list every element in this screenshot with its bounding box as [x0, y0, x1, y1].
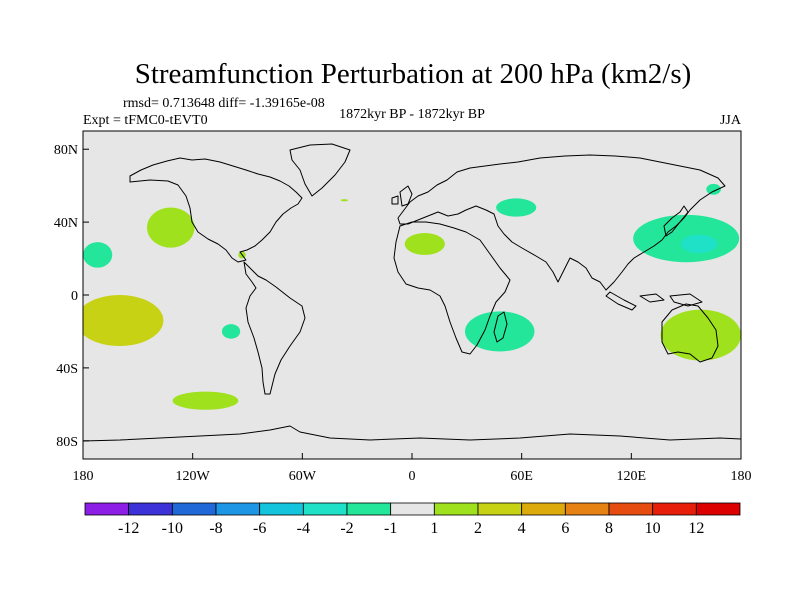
- x-tick-label: 120E: [617, 469, 647, 484]
- contour-region-central-asia-negative: [496, 198, 537, 217]
- y-tick-label: 80S: [56, 435, 78, 450]
- coastline-indonesia: [605, 291, 703, 311]
- stats-label: rmsd= 0.713648 diff= -1.39165e-08: [123, 96, 325, 111]
- x-tick-label: 180: [731, 469, 752, 484]
- colorbar-swatch: [302, 502, 348, 516]
- colorbar-label: 12: [688, 520, 704, 537]
- colorbar-label: -4: [297, 520, 310, 537]
- colorbar-swatch: [215, 502, 261, 516]
- contour-region-north-pacific-west-core: [680, 234, 718, 254]
- y-tick-label: 40N: [54, 216, 78, 231]
- contour-region-east-pacific-south-negative: [221, 324, 241, 339]
- colorbar-swatch: [84, 502, 130, 516]
- colorbar-label: -12: [118, 520, 139, 537]
- colorbar-swatch: [695, 502, 741, 516]
- season-label: JJA: [720, 113, 742, 128]
- coastline-australia: [661, 303, 719, 363]
- coastlines: [83, 143, 741, 442]
- colorbar-label: 10: [645, 520, 661, 537]
- map-background: [83, 131, 741, 459]
- colorbar-swatch: [259, 502, 304, 516]
- map-plot-area: [83, 131, 741, 459]
- coastline-japan: [663, 205, 689, 237]
- y-tick-label: 40S: [56, 362, 78, 377]
- y-axis: 80N 40N 0 40S 80S: [54, 143, 89, 450]
- coastline-africa: [393, 221, 511, 355]
- coastline-british-isles: [391, 185, 413, 207]
- colorbar-label: 8: [605, 520, 613, 537]
- x-tick-label: 60W: [289, 469, 317, 484]
- coastline-antarctica: [83, 425, 741, 442]
- colorbar-label: 6: [561, 520, 569, 537]
- y-tick-label: 0: [71, 289, 78, 304]
- colorbar-label: -6: [253, 520, 266, 537]
- contour-region-north-atlantic-positive: [340, 199, 349, 202]
- colorbar-swatch: [433, 502, 479, 516]
- colorbar-swatch: [128, 502, 173, 516]
- colorbar-swatch: [346, 502, 392, 516]
- contour-region-north-pacific-east-positive: [146, 207, 195, 248]
- x-tick-label: 60E: [510, 469, 533, 484]
- colorbar-swatch: [608, 502, 654, 516]
- x-tick-label: 120W: [176, 469, 211, 484]
- y-tick-label: 80N: [54, 143, 78, 158]
- contour-region-north-africa-positive: [404, 233, 445, 255]
- colorbar-label: -8: [209, 520, 222, 537]
- colorbar-label: -2: [340, 520, 353, 537]
- contour-region-east-pacific-north-negative: [83, 242, 113, 268]
- colorbar-label: -10: [162, 520, 183, 537]
- colorbar-label: -1: [384, 520, 397, 537]
- contour-regions: [83, 183, 741, 410]
- chart-title: Streamfunction Perturbation at 200 hPa (…: [135, 58, 692, 90]
- contour-region-australia-positive: [660, 309, 741, 361]
- colorbar-swatch: [521, 502, 566, 516]
- colorbar-label: 2: [474, 520, 482, 537]
- coastline-north-america: [129, 157, 303, 263]
- coastline-greenland: [289, 143, 351, 197]
- experiment-label: Expt = tFMC0-tEVT0: [83, 113, 208, 128]
- x-tick-label: 180: [73, 469, 94, 484]
- period-label: 1872kyr BP - 1872kyr BP: [339, 107, 485, 122]
- colorbar-swatch: [477, 502, 523, 516]
- contour-region-bering-negative: [706, 183, 721, 195]
- contour-region-south-pacific-far-positive: [172, 391, 239, 410]
- colorbar: -12 -10 -8 -6 -4 -2 -1 1 2 4 6 8 10 12: [84, 502, 741, 537]
- colorbar-label: 1: [430, 520, 438, 537]
- colorbar-swatch: [390, 502, 435, 516]
- colorbar-swatch: [564, 502, 610, 516]
- coastline-south-america: [243, 261, 306, 395]
- contour-region-southern-africa-negative: [465, 311, 535, 352]
- colorbar-label: 4: [518, 520, 526, 537]
- contour-region-south-pacific-core: [106, 313, 140, 332]
- x-tick-label: 0: [409, 469, 416, 484]
- x-axis: 180 120W 60W 0 60E 120E 180: [73, 453, 752, 484]
- colorbar-swatch: [652, 502, 697, 516]
- coastline-eurasia: [397, 154, 726, 291]
- coastline-madagascar: [493, 311, 508, 343]
- colorbar-swatch: [171, 502, 217, 516]
